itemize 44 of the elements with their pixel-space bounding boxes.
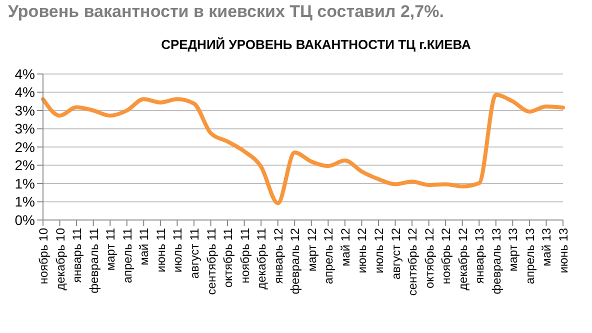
x-tick-label: февраль 13	[489, 228, 504, 294]
x-tick-label: май 13	[540, 228, 554, 266]
y-tick-label: 3%	[14, 102, 35, 118]
y-tick-label: 3%	[14, 120, 35, 137]
x-tick-label: февраль 12	[288, 228, 302, 294]
x-tick-label: май 11	[137, 228, 152, 266]
x-tick-label: сентябрь 11	[204, 228, 218, 295]
y-tick-label: 2%	[14, 138, 35, 155]
x-tick-label: февраль 11	[86, 228, 101, 294]
y-tick-label: 1%	[14, 175, 35, 192]
x-tick-label: январь 11	[70, 228, 84, 283]
x-tick-label: март 11	[104, 228, 118, 271]
chart-subtitle: СРЕДНИЙ УРОВЕНЬ ВАКАНТНОСТИ ТЦ г.КИЕВА	[160, 37, 472, 52]
x-tick-label: апрель 11	[120, 228, 134, 284]
line-series	[41, 92, 565, 206]
x-tick-label: август 12	[388, 228, 403, 280]
x-tick-label: октябрь 12	[422, 228, 436, 289]
x-tick-label: январь 12	[271, 228, 286, 284]
x-tick-label: июль 12	[372, 228, 386, 274]
x-tick-label: май 12	[338, 228, 352, 266]
y-tick-label: 2%	[14, 157, 35, 174]
y-tick-label: 0%	[14, 212, 35, 228]
x-tick-label: март 13	[506, 228, 520, 272]
x-tick-label: ноябрь 11	[238, 228, 252, 284]
x-tick-label: апрель 12	[322, 228, 336, 284]
x-tick-label: июнь 11	[154, 228, 168, 272]
x-tick-label: март 12	[304, 228, 319, 272]
x-tick-label: ноябрь 12	[439, 228, 454, 284]
y-tick-label: 4%	[14, 66, 35, 82]
x-tick-label: декабрь 12	[456, 228, 470, 290]
chart-title: Уровень вакантности в киевских ТЦ составил 2,7%.	[8, 2, 444, 22]
x-tick-label: сентябрь 12	[406, 228, 420, 296]
x-tick-label: август 11	[187, 228, 202, 279]
x-tick-label: ноябрь 10	[36, 228, 51, 284]
x-tick-label: апрель 13	[522, 228, 537, 284]
y-tick-label: 4%	[14, 84, 35, 100]
x-tick-label: июль 11	[170, 228, 185, 272]
x-tick-label: октябрь 11	[221, 228, 236, 288]
x-tick-label: декабрь 10	[53, 228, 68, 290]
x-tick-label: декабрь 11	[254, 228, 269, 290]
x-tick-label: июнь 13	[556, 228, 571, 274]
x-tick-label: январь 13	[472, 228, 487, 284]
y-tick-label: 1%	[14, 194, 35, 210]
x-tick-label: июнь 12	[355, 228, 370, 274]
